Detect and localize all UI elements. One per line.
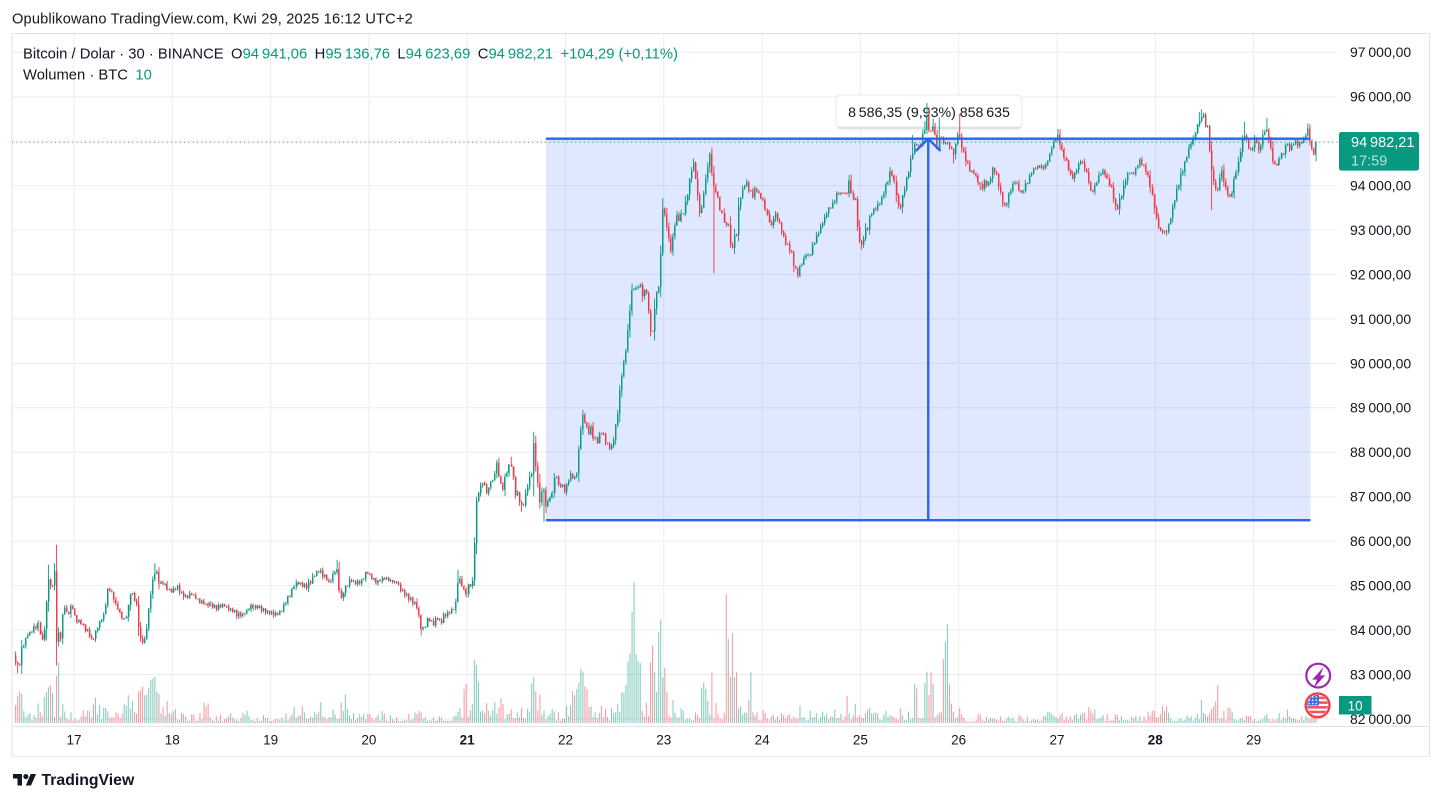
svg-text:97 000,00: 97 000,00	[1350, 44, 1411, 60]
svg-text:17:59: 17:59	[1351, 153, 1387, 169]
svg-text:87 000,00: 87 000,00	[1350, 489, 1411, 505]
svg-text:28: 28	[1148, 733, 1164, 748]
svg-text:Opublikowano TradingView.com,: Opublikowano TradingView.com, Kwi 29, 20…	[12, 11, 413, 27]
svg-text:24: 24	[755, 733, 771, 748]
svg-text:85 000,00: 85 000,00	[1350, 578, 1411, 594]
svg-text:10: 10	[1348, 698, 1363, 713]
svg-text:Wolumen · BTC 10: Wolumen · BTC 10	[23, 68, 152, 84]
svg-text:91 000,00: 91 000,00	[1350, 311, 1411, 327]
svg-text:94 000,00: 94 000,00	[1350, 178, 1411, 194]
svg-text:96 000,00: 96 000,00	[1350, 89, 1411, 105]
svg-text:92 000,00: 92 000,00	[1350, 266, 1411, 282]
svg-text:88 000,00: 88 000,00	[1350, 444, 1411, 460]
svg-text:17: 17	[66, 733, 81, 748]
svg-text:20: 20	[361, 733, 376, 748]
svg-text:86 000,00: 86 000,00	[1350, 533, 1411, 549]
svg-text:27: 27	[1049, 733, 1064, 748]
svg-text:82 000.00: 82 000.00	[1350, 711, 1411, 727]
svg-text:Bitcoin / Dolar · 30 · BINANCE: Bitcoin / Dolar · 30 · BINANCE O94 941,0…	[23, 47, 678, 63]
svg-text:94 982,21: 94 982,21	[1351, 135, 1414, 151]
svg-text:21: 21	[460, 733, 476, 748]
svg-text:93 000,00: 93 000,00	[1350, 222, 1411, 238]
svg-text:89 000,00: 89 000,00	[1350, 400, 1411, 416]
svg-text:19: 19	[263, 733, 278, 748]
svg-text:83 000,00: 83 000,00	[1350, 666, 1411, 682]
svg-text:23: 23	[656, 733, 671, 748]
svg-text:18: 18	[165, 733, 180, 748]
svg-text:25: 25	[853, 733, 868, 748]
svg-text:90 000,00: 90 000,00	[1350, 355, 1411, 371]
svg-text:TradingView: TradingView	[42, 772, 135, 789]
svg-text:84 000,00: 84 000,00	[1350, 622, 1411, 638]
svg-text:26: 26	[951, 733, 966, 748]
svg-text:22: 22	[558, 733, 573, 748]
svg-text:29: 29	[1246, 733, 1261, 748]
